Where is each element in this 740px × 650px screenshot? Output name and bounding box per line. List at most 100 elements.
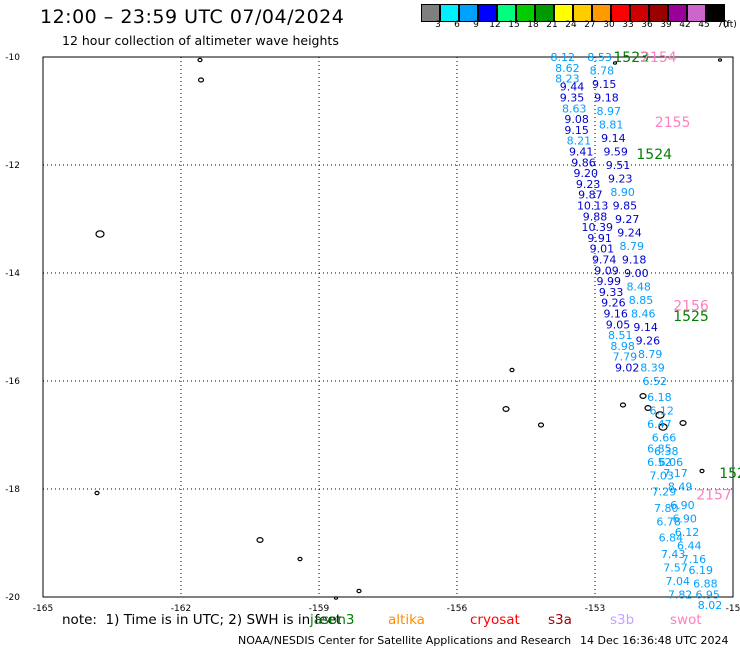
swh-value-label: 6.78 [656,515,681,528]
lon-tick-label: -165 [33,604,53,614]
colorbar-swatch [630,4,649,22]
swh-value-label: 6.47 [647,418,672,431]
swh-value-label: 6.52 [647,456,672,469]
track-time-label: 1526 [719,466,740,482]
swh-value-label: 8.49 [668,480,693,493]
swh-value-label: 9.85 [613,200,638,213]
swh-value-label: 9.24 [617,227,642,240]
swh-value-label: 9.26 [636,335,661,348]
swh-value-label: 7.16 [682,553,707,566]
swh-value-label: 9.15 [564,124,589,137]
swh-value-label: 9.91 [587,232,612,245]
swh-value-label: 6.12 [649,405,674,418]
swh-value-label: 9.15 [592,78,617,91]
swh-track-1: 8.128.628.239.449.358.639.089.158.219.41… [551,51,640,375]
swh-value-label: 7.04 [666,575,691,588]
swh-value-label: 8.46 [631,308,656,321]
island-outline [197,77,205,83]
swh-value-label: 6.90 [670,499,695,512]
colorbar-swatch [459,4,478,22]
swh-value-label: 9.08 [564,113,589,126]
swh-value-label: 10.39 [582,221,614,234]
island-outline [655,411,665,419]
island-outline [699,468,705,474]
swh-value-label: 9.44 [560,81,585,94]
island-outline [679,420,687,427]
track-time-label: 2154 [641,50,677,66]
swh-value-label: 8.02 [698,599,723,612]
lon-tick-label: -153 [585,604,605,614]
lat-tick-label: -18 [5,485,20,495]
colorbar-swatch [592,4,611,22]
island-outline [619,402,627,408]
swh-value-label: 8.79 [638,348,663,361]
track-time-labels: 1523 1524 1525 1526 2154 2155 2156 2157 [613,50,740,503]
swh-value-label: 8.85 [629,294,654,307]
swh-value-label: 9.09 [594,264,619,277]
island-outline [333,596,339,600]
island-outline [256,536,264,543]
swh-value-label: 9.14 [601,132,626,145]
island-outline [502,406,510,413]
swh-value-label: 9.05 [606,318,631,331]
swh-value-label: 8.97 [597,105,622,118]
colorbar-label: 39 [660,20,672,30]
colorbar-label: 33 [622,20,634,30]
swh-value-label: 7.82 [668,588,693,601]
swh-value-label: 8.81 [599,119,624,132]
axis-tick-labels: -165 -162 -159 -156 -153 -15 -10 -12 -14 -16 -18 -2… [5,53,740,614]
swh-value-label: 8.21 [567,135,592,148]
swh-value-label: 6.38 [654,445,679,458]
colorbar-label: 36 [641,20,653,30]
island-outline [717,58,723,62]
track-time-label: 2157 [696,487,732,503]
swh-value-label: 9.41 [569,146,594,159]
satellite-legend-cryosat: cryosat [470,612,520,628]
island-outline [537,422,545,428]
swh-value-label: 6.06 [659,456,684,469]
swh-value-label: 6.95 [695,588,720,601]
swh-value-label: 9.51 [606,159,631,172]
colorbar-label: 27 [584,20,596,30]
lat-tick-label: -16 [5,377,20,387]
swh-value-label: 9.18 [594,92,619,105]
colorbar-unit: (ft) [723,20,737,30]
swh-value-label: 9.87 [578,189,603,202]
swh-value-label: 7.80 [654,502,679,515]
island-outline [95,230,105,238]
swh-value-label: 9.00 [624,267,649,280]
swh-value-label: 8.12 [551,51,576,64]
satellite-legend-altika: altika [388,612,425,628]
colorbar-label: 12 [489,20,501,30]
island-outline [356,588,362,594]
colorbar-swatch [478,4,497,22]
island-outline [94,490,100,496]
swh-value-label: 8.23 [555,73,580,86]
colorbar-swatch [440,4,459,22]
swh-value-label: 9.33 [599,286,624,299]
swh-value-label: 8.62 [555,62,580,75]
credit-line: NOAA/NESDIS Center for Satellite Applica… [238,634,572,647]
swh-value-label: 9.88 [583,210,608,223]
swh-value-label: 9.14 [633,321,658,334]
colorbar-swatch [573,4,592,22]
colorbar-swatch [421,4,440,22]
satellite-legend-jason3: jason3 [310,612,355,628]
lat-tick-label: -20 [5,593,20,603]
swh-track-2: 8.538.789.159.188.978.819.149.599.519.23… [587,51,722,612]
swh-value-label: 7.29 [652,486,677,499]
island-outline [658,423,668,431]
map-subtitle: 12 hour collection of altimeter wave hei… [62,33,339,48]
colorbar-label: 6 [454,20,460,30]
swh-value-label: 9.74 [592,254,617,267]
satellite-legend-s3b: s3b [610,612,635,628]
islands-layer [94,57,723,600]
swh-value-label: 9.23 [576,178,601,191]
swh-value-label: 8.51 [608,329,633,342]
satellite-legend-s3a: s3a [548,612,572,628]
swh-value-label: 9.27 [615,213,640,226]
lat-tick-label: -14 [5,269,20,279]
swh-value-label: 7.79 [613,351,638,364]
swh-value-label: 8.98 [610,340,635,353]
